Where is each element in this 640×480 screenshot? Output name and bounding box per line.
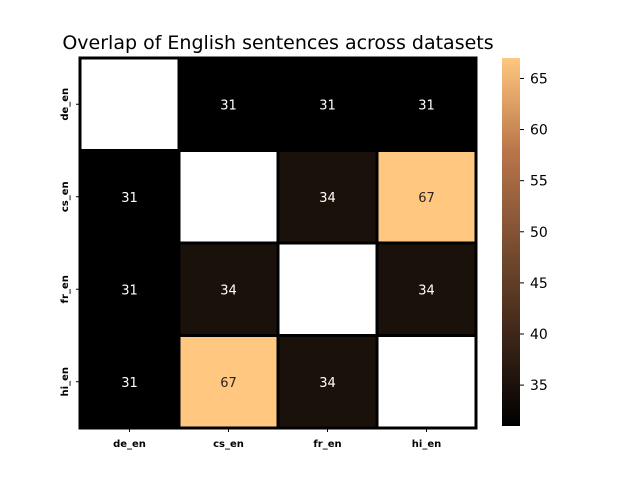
colorbar-tick-label: 55 [530,174,548,190]
heatmap-cell [177,149,280,245]
colorbar-ticks: 35 40 45 50 55 60 65 [520,71,548,394]
x-tick-label: de_en [113,439,146,450]
heatmap-cell [276,241,379,337]
heatmap-cell [276,334,379,430]
cell-value-label: 31 [121,376,138,391]
cell-value-label: 34 [418,283,435,298]
cell-value-label: 31 [220,98,237,113]
cell-value-label: 34 [319,376,336,391]
chart-title: Overlap of English sentences across data… [62,32,493,54]
cell-value-label: 34 [220,283,237,298]
cell-value-label: 31 [121,191,138,206]
cell-value-label: 67 [220,376,237,391]
cell-value-label: 34 [319,191,336,206]
x-tick-labels: de_en cs_en fr_en hi_en [113,428,441,450]
heatmap-cell [177,56,280,152]
cell-value-label: 31 [418,98,435,113]
y-tick-label: hi_en [60,367,71,396]
cell-value-label: 31 [121,283,138,298]
colorbar-tick-label: 65 [530,71,548,87]
heatmap-cell [276,56,379,152]
y-tick-labels: de_en cs_en fr_en hi_en [60,88,80,396]
heatmap-cell [78,56,181,152]
x-tick-label: fr_en [313,439,341,450]
y-tick-label: de_en [60,88,71,121]
colorbar-tick-label: 60 [530,123,548,139]
x-tick-label: cs_en [213,439,244,450]
cell-value-label: 31 [319,98,336,113]
y-tick-label: cs_en [60,181,71,212]
y-tick-label: fr_en [60,275,71,303]
colorbar-tick-label: 35 [530,378,548,394]
heatmap-cell [375,334,478,430]
cell-value-label: 67 [418,191,435,206]
colorbar [502,58,520,426]
x-tick-label: hi_en [412,439,441,450]
heatmap-cells: 31 31 31 31 34 67 31 34 34 31 67 34 [78,56,478,430]
heatmap-cell [177,241,280,337]
colorbar-tick-label: 40 [530,327,548,343]
colorbar-tick-label: 45 [530,276,548,292]
colorbar-tick-label: 50 [530,225,548,241]
heatmap-cell [375,149,478,245]
